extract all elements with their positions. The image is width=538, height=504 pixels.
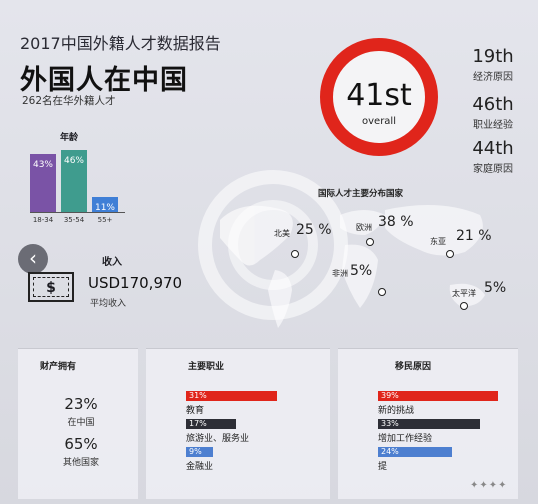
rank-value: 44th [472, 138, 514, 159]
percentage-bar-label: 金融业 [186, 462, 214, 472]
map-marker [446, 250, 454, 258]
assets-pct: 65% [64, 435, 98, 453]
age-chart-title: 年龄 [60, 133, 79, 143]
region-pct: 5% [484, 280, 507, 296]
assets-pct: 23% [64, 395, 98, 413]
age-bar-label: 35-54 [63, 216, 85, 224]
map-marker [460, 302, 468, 310]
money-icon: $ [28, 272, 74, 302]
age-bar-chart: 43% 46% 11% [30, 150, 140, 213]
rank-label: 家庭原因 [473, 164, 513, 175]
region-label: 欧洲 [356, 223, 372, 232]
income-value: USD170,970 [88, 274, 183, 292]
map-title: 国际人才主要分布国家 [318, 189, 404, 199]
map-marker [291, 250, 299, 258]
region-pct: 5% [350, 263, 373, 279]
region-pct: 25 % [296, 222, 332, 238]
rank-label: 经济原因 [473, 72, 513, 83]
rank-label: 职业经验 [473, 120, 513, 131]
percentage-bar-label: 增加工作经验 [378, 434, 433, 444]
percentage-bar: 39% [378, 391, 498, 401]
percentage-bar-label: 提 [378, 462, 388, 472]
percentage-bar-label: 新的挑战 [378, 406, 415, 416]
rank-value: 46th [472, 94, 514, 115]
age-bar: 46% [61, 150, 87, 212]
age-bar-label: 18-34 [32, 216, 54, 224]
migration-title: 移民原因 [394, 362, 431, 372]
region-label: 太平洋 [452, 289, 476, 298]
income-title: 收入 [102, 257, 122, 268]
percentage-bar-label: 教育 [186, 406, 205, 416]
age-bar-label: 55+ [97, 216, 113, 224]
report-title: 2017中国外籍人才数据报告 [20, 34, 221, 53]
percentage-bar-label: 旅游业、服务业 [186, 434, 250, 444]
map-marker [366, 238, 374, 246]
percentage-bar: 31% [186, 391, 277, 401]
assets-label: 其他国家 [62, 458, 99, 468]
money-icon-symbol: $ [33, 277, 69, 297]
page-headline: 外国人在中国 [20, 65, 188, 96]
map-marker [378, 288, 386, 296]
region-label: 北美 [274, 229, 290, 238]
assets-panel: 财产拥有 23% 在中国 65% 其他国家 [18, 348, 138, 499]
percentage-bar: 33% [378, 419, 480, 429]
rank-value: 19th [472, 46, 514, 67]
age-bar: 43% [30, 154, 56, 212]
assets-title: 财产拥有 [39, 362, 76, 372]
previous-arrow-button[interactable]: ‹ [18, 244, 48, 274]
emblem-inner-ring [228, 200, 318, 290]
watermark-text: ✦✦✦✦ [470, 480, 508, 491]
region-pct: 38 % [378, 214, 414, 230]
region-label: 非洲 [332, 269, 348, 278]
overall-rank-value: 41st [346, 78, 412, 113]
percentage-bar: 24% [378, 447, 452, 457]
overall-rank-label: overall [362, 116, 396, 127]
occupation-title: 主要职业 [187, 362, 224, 372]
age-chart-axis [30, 212, 125, 213]
assets-label: 在中国 [67, 418, 95, 428]
occupation-panel: 主要职业 31% 教育 17% 旅游业、服务业 9% 金融业 [146, 348, 330, 499]
region-pct: 21 % [456, 228, 492, 244]
income-label: 平均收入 [90, 299, 127, 309]
percentage-bar: 9% [186, 447, 213, 457]
age-bar: 11% [92, 197, 118, 213]
migration-panel: 移民原因 39% 新的挑战 33% 增加工作经验 24% 提 [338, 348, 518, 499]
region-label: 东亚 [430, 237, 446, 246]
percentage-bar: 17% [186, 419, 236, 429]
page-subtitle: 262名在华外籍人才 [22, 95, 116, 107]
